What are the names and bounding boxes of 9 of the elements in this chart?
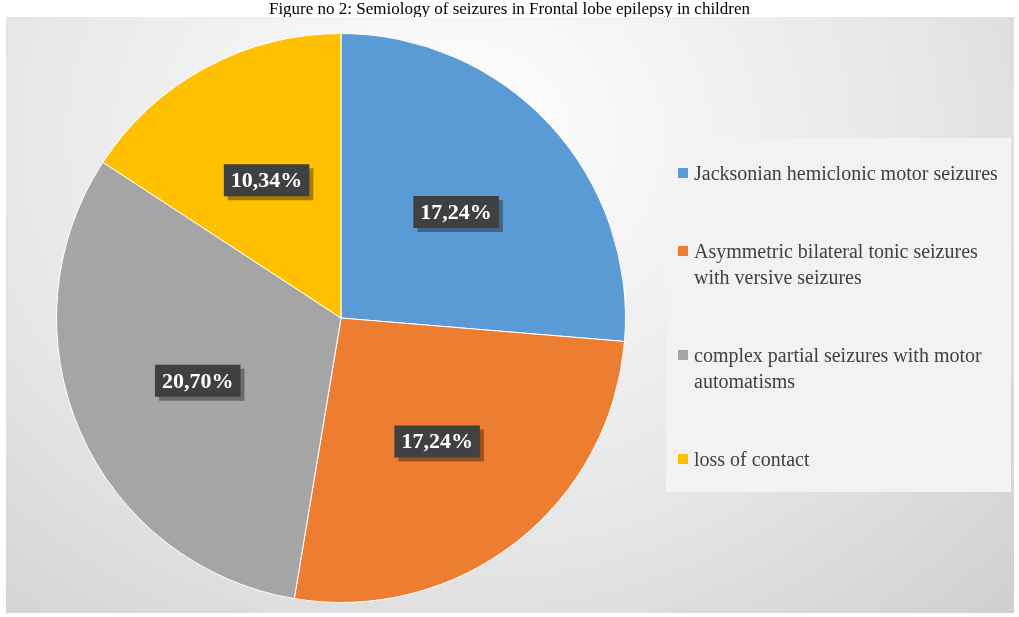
legend-label: loss of contact <box>694 447 810 472</box>
legend-label: Jacksonian hemiclonic motor seizures <box>694 161 998 186</box>
data-label: 17,24% <box>420 198 492 224</box>
data-label: 20,70% <box>161 367 234 393</box>
legend-label: Asymmetric bilateral tonic seizures with versive seizures <box>694 239 979 290</box>
legend-label: complex partial seizures with motor automatisms <box>694 343 983 394</box>
data-label: 17,24% <box>401 428 473 454</box>
data-label: 10,34% <box>230 167 303 193</box>
chart-title: Figure no 2: Semiology of seizures in Frontal lobe epilepsy in children <box>267 0 752 18</box>
